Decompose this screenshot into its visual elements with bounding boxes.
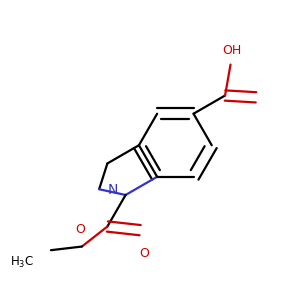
Text: OH: OH bbox=[223, 44, 242, 57]
Text: O: O bbox=[139, 247, 149, 260]
Text: O: O bbox=[75, 224, 85, 236]
Text: H$_3$C: H$_3$C bbox=[11, 255, 34, 271]
Text: N: N bbox=[108, 182, 118, 197]
